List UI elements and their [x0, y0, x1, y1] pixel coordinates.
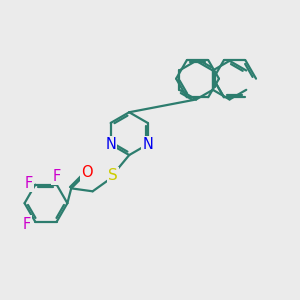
Text: F: F [52, 169, 61, 184]
Text: S: S [108, 168, 118, 183]
Text: N: N [142, 137, 153, 152]
Text: F: F [23, 217, 31, 232]
Text: F: F [25, 176, 33, 191]
Text: O: O [81, 165, 92, 180]
Text: N: N [105, 137, 116, 152]
